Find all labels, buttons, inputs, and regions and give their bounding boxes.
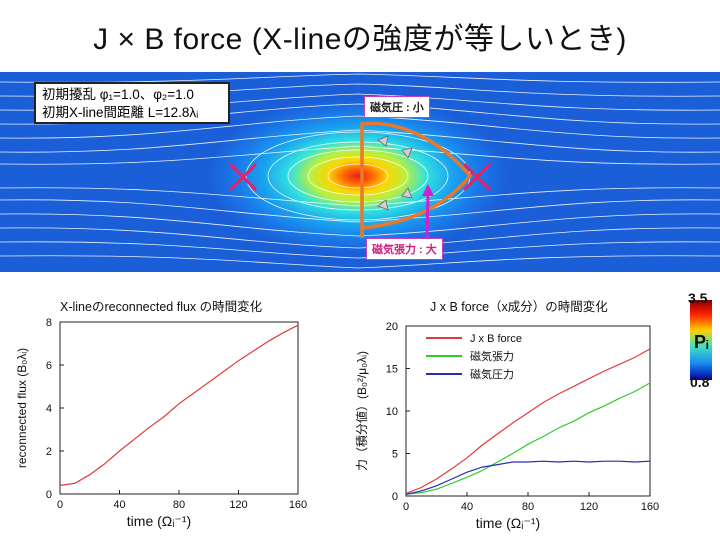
magnetic-tension-label: 磁気張力 : 大	[366, 238, 443, 260]
y-tick-label: 2	[46, 446, 52, 458]
x-tick-label: 80	[522, 501, 534, 513]
x-line-right-marker	[462, 162, 492, 192]
y-tick-label: 0	[46, 489, 52, 501]
y-tick-label: 15	[386, 364, 398, 376]
x-tick-label: 120	[580, 501, 598, 513]
x-tick-label: 120	[229, 499, 247, 511]
plot-area	[405, 325, 651, 497]
magnetic-pressure-label: 磁気圧 : 小	[364, 96, 430, 118]
domain-boundary-arrow	[360, 121, 473, 238]
y-axis-label: 力（積分値）(B₀²/μ₀λᵢ)	[354, 351, 369, 471]
y-tick-label: 10	[386, 406, 398, 418]
x-tick-label: 160	[289, 499, 307, 511]
legend-label: 磁気張力	[470, 349, 514, 363]
colorbar-min-label: 0.8	[690, 374, 710, 390]
y-tick-label: 5	[392, 449, 398, 461]
pressure-arrows-icon	[377, 135, 413, 211]
xline-distance-text: 初期X-line間距離 L=12.8λᵢ	[42, 105, 199, 120]
flux-chart: 0 40 80 120 160 0 2 4 6 8 time (Ωᵢ⁻¹) reconnected f…	[15, 317, 307, 529]
force-chart: 0 40 80 120 160 0 5 10 15 20 time (Ωᵢ⁻¹) 力（積分値）(B₀²…	[354, 321, 659, 531]
simulation-info-box: 初期擾乱 φ₁=1.0、φ₂=1.0 初期X-line間距離 L=12.8λᵢ	[34, 82, 230, 124]
legend-label: 磁気圧力	[470, 367, 514, 381]
right-chart-title: J x B force（x成分）の時間変化	[430, 300, 608, 314]
y-tick-label: 20	[386, 321, 398, 333]
y-tick-label: 0	[392, 491, 398, 503]
x-tick-label: 40	[113, 499, 125, 511]
series-line	[405, 348, 651, 494]
x-tick-label: 160	[641, 501, 659, 513]
series-line	[405, 382, 651, 495]
x-line-left-marker	[228, 162, 258, 192]
x-tick-label: 0	[403, 501, 409, 513]
x-axis-label: time (Ωᵢ⁻¹)	[476, 515, 540, 531]
colorbar	[690, 300, 712, 380]
perturbation-text: 初期擾乱 φ₁=1.0、φ₂=1.0	[42, 87, 194, 102]
colorbar-variable-label: Pᵢ	[694, 332, 709, 352]
x-tick-label: 80	[173, 499, 185, 511]
x-tick-label: 40	[461, 501, 473, 513]
x-axis-label: time (Ωᵢ⁻¹)	[127, 513, 191, 529]
tension-pointer	[425, 193, 430, 239]
y-tick-label: 4	[46, 403, 52, 415]
series-line	[405, 460, 651, 495]
series-line	[59, 324, 299, 486]
y-tick-label: 8	[46, 317, 52, 329]
x-tick-label: 0	[57, 499, 63, 511]
plot-area	[59, 321, 299, 495]
slide-title: J × B force (X-lineの強度が等しいとき)	[93, 23, 627, 56]
legend-label: J x B force	[470, 333, 522, 345]
left-chart-title: X-lineのreconnected flux の時間変化	[60, 300, 263, 314]
colorbar-max-label: 3.5	[688, 290, 708, 306]
y-axis-label: reconnected flux (B₀λᵢ)	[15, 348, 29, 468]
y-tick-label: 6	[46, 360, 52, 372]
